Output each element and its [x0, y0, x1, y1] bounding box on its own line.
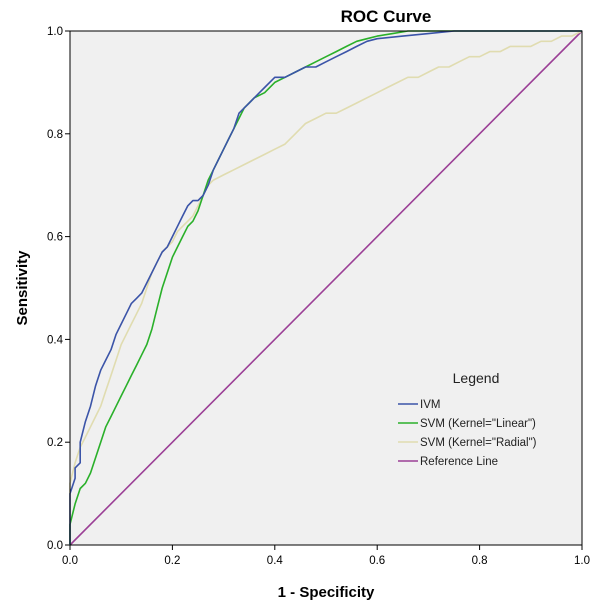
x-tick-label: 0.6	[369, 555, 385, 567]
legend-item-label: IVM	[420, 399, 440, 411]
y-tick-label: 1.0	[47, 26, 63, 38]
y-tick-label: 0.8	[47, 129, 63, 141]
axis-ticks: 0.0 0.2 0.4 0.6 0.8 1.0 0.0 0.2 0.4 0.6 0.8 1.0	[47, 26, 590, 567]
y-tick-label: 0.0	[47, 540, 63, 552]
x-tick-label: 1.0	[574, 555, 590, 567]
legend-title: Legend	[453, 370, 500, 386]
legend-item-label: Reference Line	[420, 456, 498, 468]
x-tick-label: 0.0	[62, 555, 78, 567]
series-line-2	[69, 30, 583, 545]
series-lines	[69, 30, 583, 546]
legend: Legend IVM SVM (Kernel="Linear") SVM (Kern…	[398, 370, 537, 468]
x-tick-label: 0.8	[472, 555, 488, 567]
legend-item-label: SVM (Kernel="Linear")	[420, 418, 536, 430]
legend-item-label: SVM (Kernel="Radial")	[420, 437, 537, 449]
chart-title: ROC Curve	[341, 7, 432, 26]
y-tick-label: 0.2	[47, 437, 63, 449]
y-tick-label: 0.6	[47, 232, 63, 244]
y-axis-label: Sensitivity	[14, 250, 31, 326]
series-line-0	[69, 30, 582, 545]
x-tick-label: 0.2	[164, 555, 180, 567]
x-axis-label: 1 - Specificity	[278, 584, 375, 601]
y-tick-label: 0.4	[47, 334, 64, 346]
series-line-3	[69, 30, 583, 546]
x-tick-label: 0.4	[267, 555, 284, 567]
plot-frame	[69, 30, 583, 546]
